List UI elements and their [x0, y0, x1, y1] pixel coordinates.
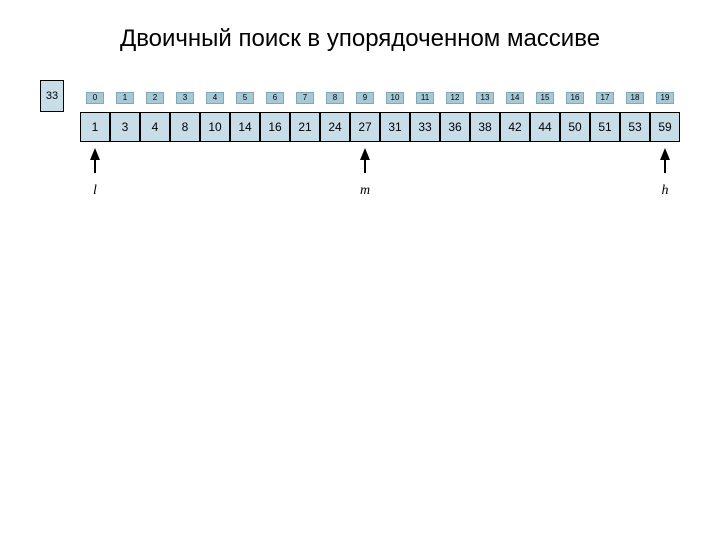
pointer-label: l [80, 183, 110, 199]
index-cell: 3 [176, 92, 194, 104]
value-cell: 10 [200, 112, 230, 142]
value-cell: 38 [470, 112, 500, 142]
index-cell: 0 [86, 92, 104, 104]
arrow-shaft [94, 159, 96, 173]
pointer-label: h [650, 183, 680, 199]
index-cell: 2 [146, 92, 164, 104]
value-cell: 14 [230, 112, 260, 142]
value-cell: 8 [170, 112, 200, 142]
value-cell: 53 [620, 112, 650, 142]
index-cell: 5 [236, 92, 254, 104]
index-cell: 4 [206, 92, 224, 104]
value-cell: 16 [260, 112, 290, 142]
value-cell: 42 [500, 112, 530, 142]
target-value-box: 33 [40, 80, 64, 112]
index-cell: 11 [416, 92, 434, 104]
value-cell: 31 [380, 112, 410, 142]
value-cell: 4 [140, 112, 170, 142]
index-cell: 14 [506, 92, 524, 104]
value-cell: 33 [410, 112, 440, 142]
arrow-shaft [664, 159, 666, 173]
value-cell: 21 [290, 112, 320, 142]
diagram-title: Двоичный поиск в упорядоченном массиве [0, 25, 720, 53]
value-cell: 27 [350, 112, 380, 142]
value-cell: 59 [650, 112, 680, 142]
pointer-h: h [650, 148, 680, 199]
index-cell: 18 [626, 92, 644, 104]
index-cell: 7 [296, 92, 314, 104]
value-cell: 51 [590, 112, 620, 142]
pointer-m: m [350, 148, 380, 199]
value-cell: 36 [440, 112, 470, 142]
index-cell: 6 [266, 92, 284, 104]
value-cell: 3 [110, 112, 140, 142]
index-cell: 17 [596, 92, 614, 104]
index-cell: 10 [386, 92, 404, 104]
index-cell: 15 [536, 92, 554, 104]
arrow-shaft [364, 159, 366, 173]
pointer-l: l [80, 148, 110, 199]
value-cell: 24 [320, 112, 350, 142]
index-cell: 8 [326, 92, 344, 104]
value-cell: 1 [80, 112, 110, 142]
diagram-canvas: Двоичный поиск в упорядоченном массиве 3… [0, 0, 720, 540]
index-cell: 13 [476, 92, 494, 104]
value-cell: 44 [530, 112, 560, 142]
pointer-label: m [350, 183, 380, 199]
index-cell: 16 [566, 92, 584, 104]
index-cell: 9 [356, 92, 374, 104]
index-cell: 19 [656, 92, 674, 104]
value-cell: 50 [560, 112, 590, 142]
index-cell: 1 [116, 92, 134, 104]
target-value: 33 [46, 91, 58, 102]
index-cell: 12 [446, 92, 464, 104]
